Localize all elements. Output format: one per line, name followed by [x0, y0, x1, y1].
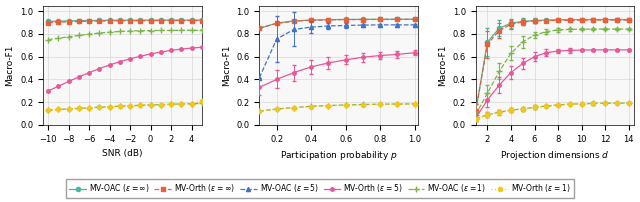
- Y-axis label: Macro-F1: Macro-F1: [438, 44, 447, 86]
- Legend: MV-OAC ($\varepsilon = \infty$), MV-Orth ($\varepsilon = \infty$), MV-OAC ($\var: MV-OAC ($\varepsilon = \infty$), MV-Orth…: [65, 179, 575, 198]
- X-axis label: Projection dimensions $d$: Projection dimensions $d$: [500, 149, 610, 162]
- X-axis label: Participation probability $p$: Participation probability $p$: [280, 149, 397, 162]
- Y-axis label: Macro-F1: Macro-F1: [6, 44, 15, 86]
- Y-axis label: Macro-F1: Macro-F1: [222, 44, 231, 86]
- X-axis label: SNR (dB): SNR (dB): [102, 149, 143, 158]
